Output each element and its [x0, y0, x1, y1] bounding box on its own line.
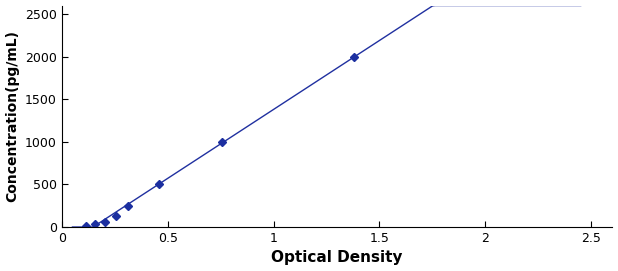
- X-axis label: Optical Density: Optical Density: [271, 250, 403, 265]
- Y-axis label: Concentration(pg/mL): Concentration(pg/mL): [6, 30, 20, 202]
